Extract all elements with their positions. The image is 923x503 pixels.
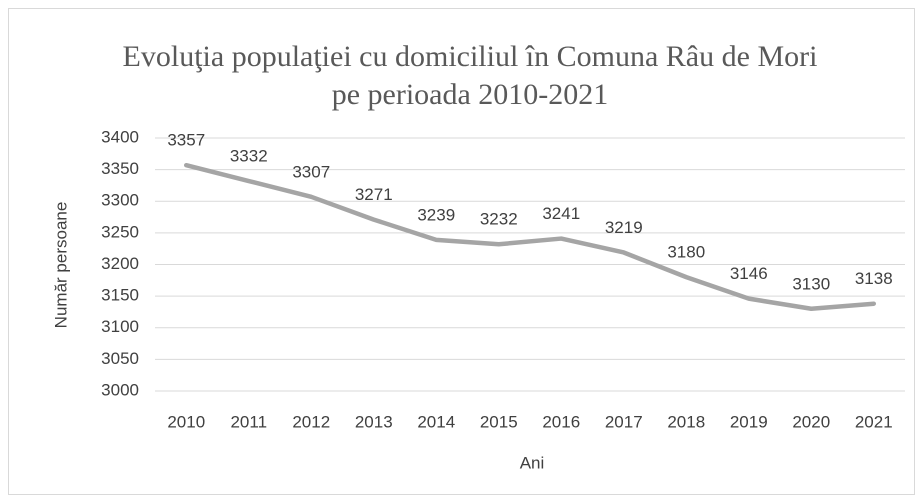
y-tick-label: 3400 — [101, 127, 139, 146]
x-tick-label: 2018 — [667, 412, 705, 431]
data-label: 3138 — [855, 269, 893, 288]
x-tick-label: 2019 — [730, 412, 768, 431]
y-tick-label: 3350 — [101, 159, 139, 178]
x-tick-label: 2013 — [355, 412, 393, 431]
x-tick-label: 2021 — [855, 412, 893, 431]
x-tick-label: 2010 — [167, 412, 205, 431]
x-tick-label: 2016 — [542, 412, 580, 431]
data-label: 3241 — [542, 204, 580, 223]
y-tick-label: 3250 — [101, 222, 139, 241]
data-label: 3271 — [355, 185, 393, 204]
y-tick-label: 3050 — [101, 349, 139, 368]
y-tick-label: 3150 — [101, 286, 139, 305]
chart-border — [8, 8, 915, 495]
data-label: 3130 — [792, 274, 830, 293]
x-tick-label: 2014 — [417, 412, 455, 431]
data-label: 3239 — [417, 205, 455, 224]
x-axis-title: Ani — [520, 453, 545, 472]
data-label: 3232 — [480, 210, 518, 229]
y-tick-label: 3300 — [101, 191, 139, 210]
x-tick-label: 2012 — [292, 412, 330, 431]
x-tick-label: 2015 — [480, 412, 518, 431]
x-tick-label: 2020 — [792, 412, 830, 431]
y-tick-label: 3000 — [101, 380, 139, 399]
y-tick-label: 3200 — [101, 254, 139, 273]
data-label: 3219 — [605, 218, 643, 237]
data-label: 3332 — [230, 146, 268, 165]
data-label: 3307 — [292, 162, 330, 181]
data-label: 3357 — [167, 131, 205, 150]
y-tick-label: 3100 — [101, 317, 139, 336]
chart-title: Evoluţia populaţiei cu domiciliul în Com… — [122, 40, 818, 111]
data-label: 3180 — [667, 243, 705, 262]
x-tick-label: 2011 — [230, 412, 267, 431]
x-tick-label: 2017 — [605, 412, 643, 431]
data-label: 3146 — [730, 264, 768, 283]
y-axis-title: Număr persoane — [51, 202, 70, 329]
data-line — [184, 162, 876, 312]
